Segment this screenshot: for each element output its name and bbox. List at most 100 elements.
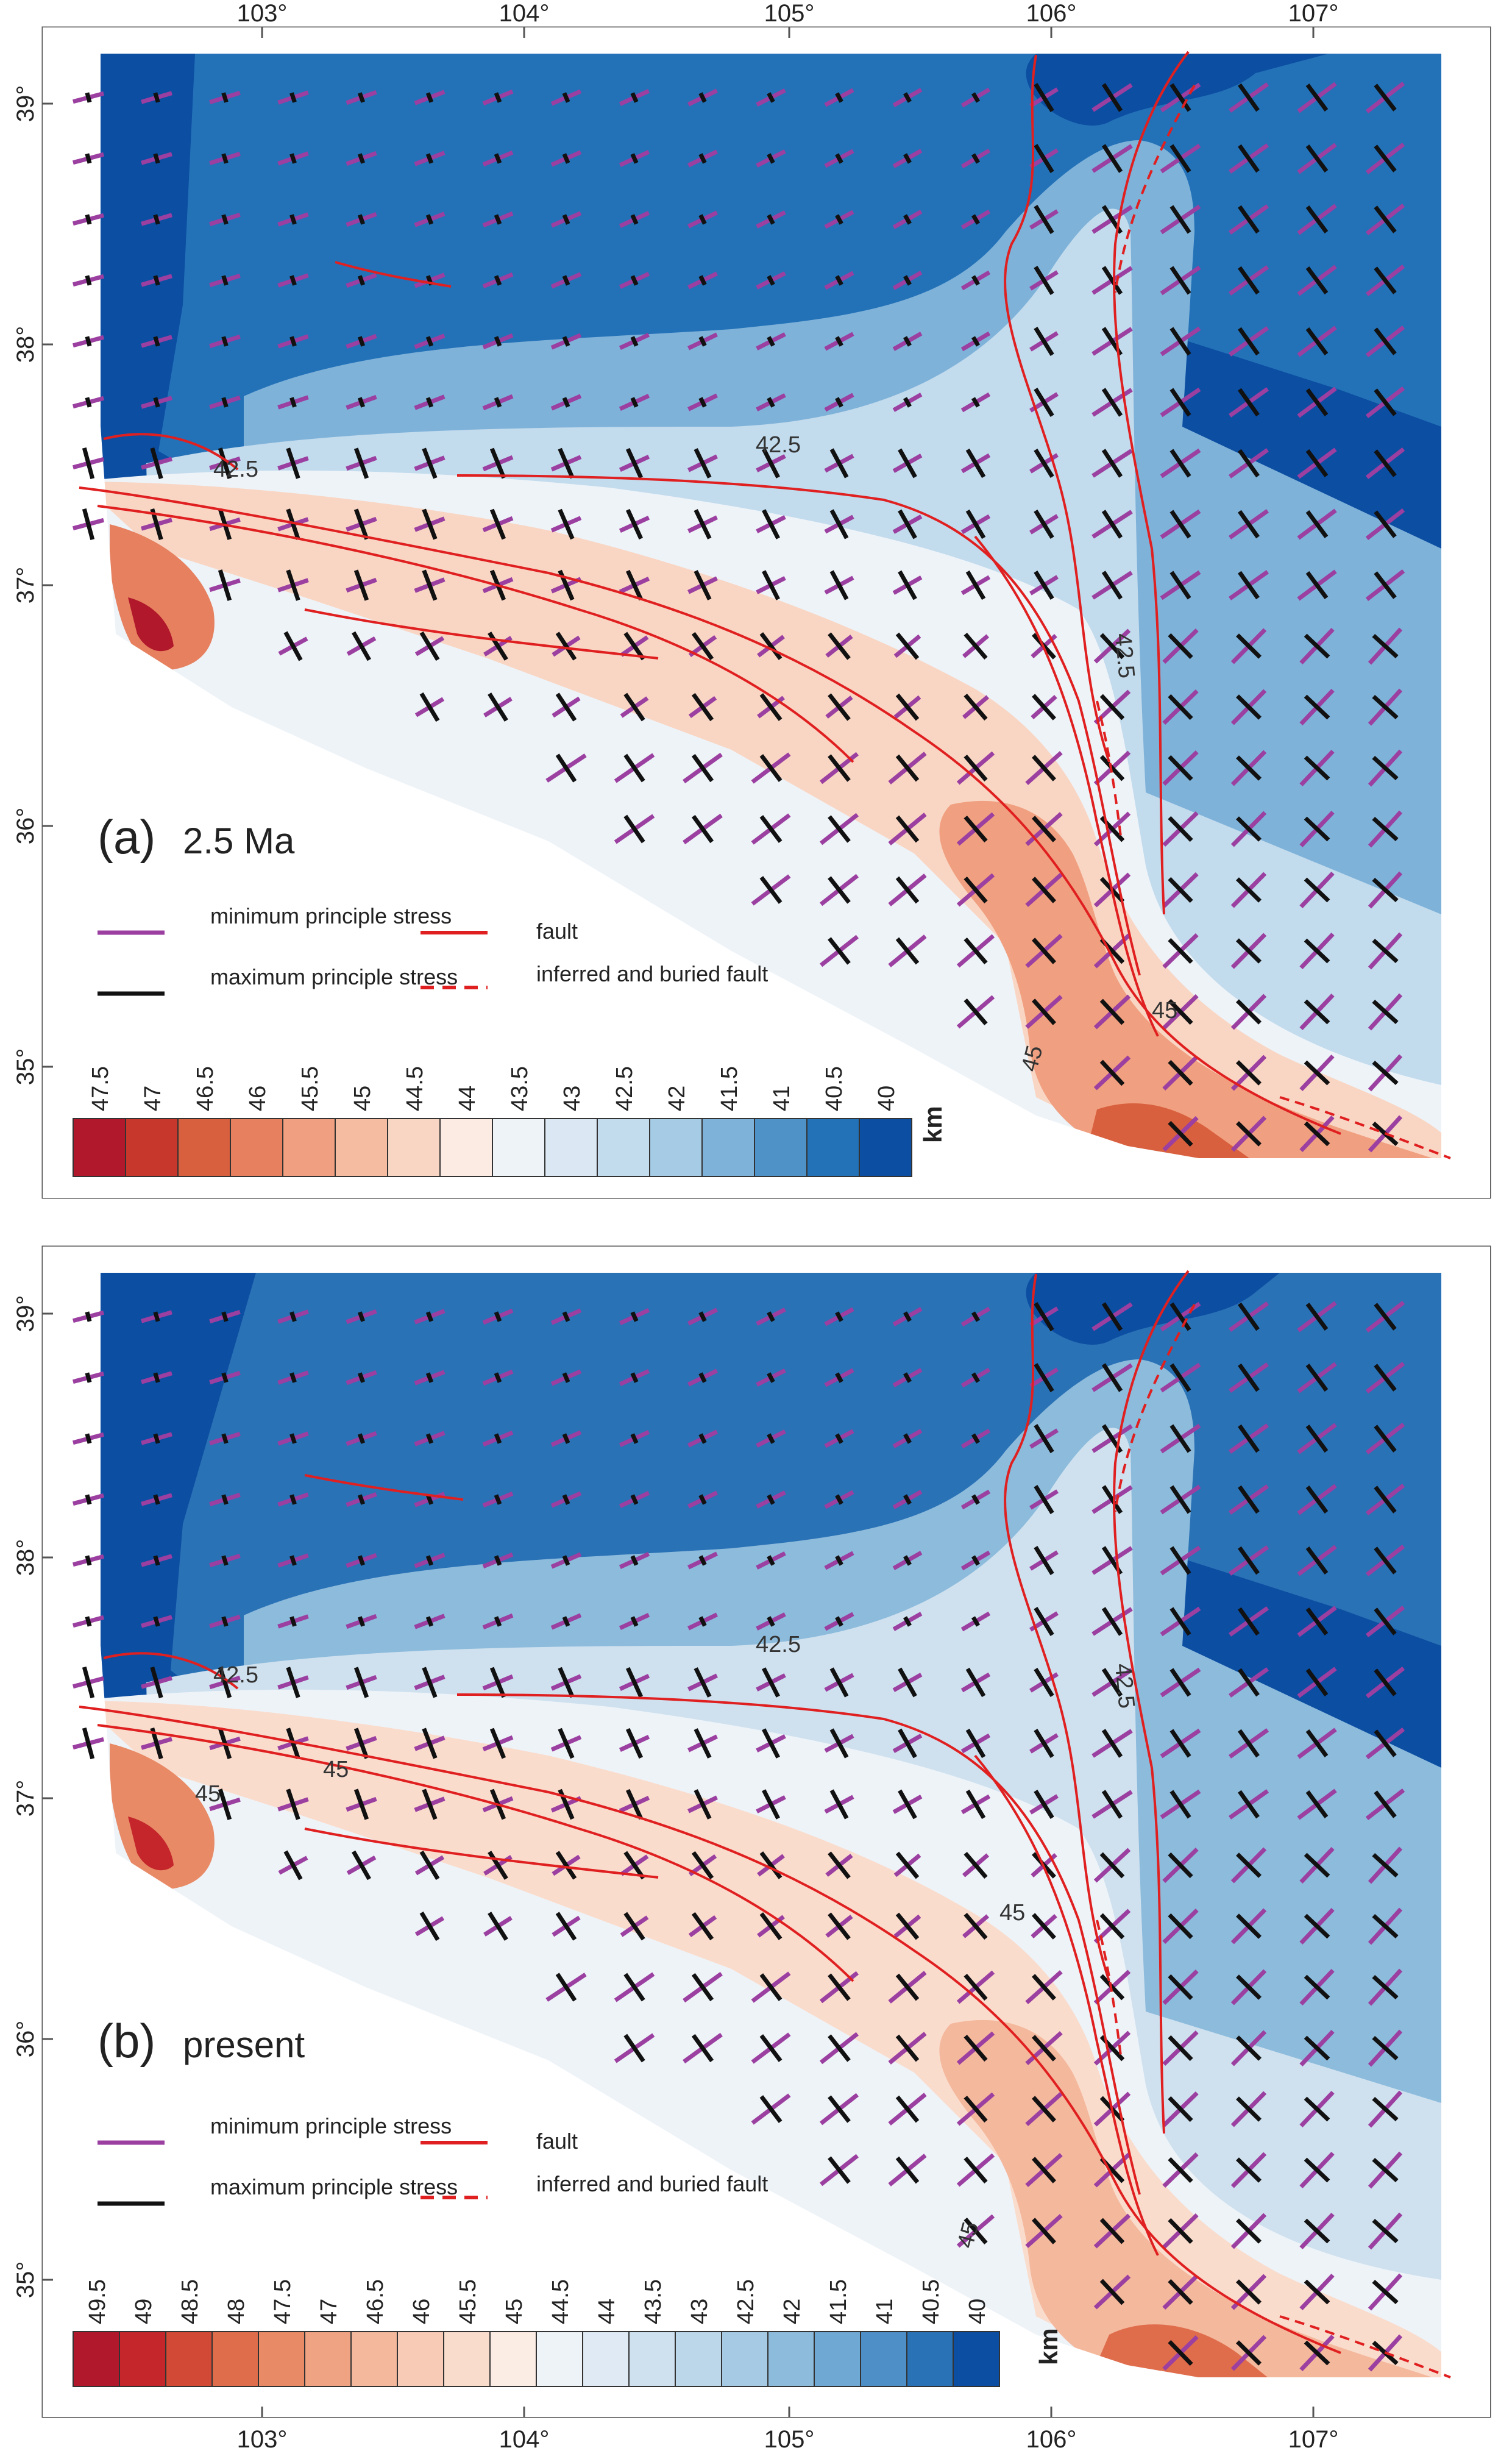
max-stress-bar bbox=[828, 815, 851, 843]
max-stress-bar bbox=[694, 1728, 712, 1759]
max-stress-bar bbox=[965, 1728, 986, 1759]
max-stress-bar bbox=[759, 693, 783, 721]
contour-label: 42.5 bbox=[1110, 1662, 1139, 1709]
max-stress-bar bbox=[82, 1727, 95, 1760]
max-stress-bar bbox=[965, 1789, 986, 1820]
max-stress-bar bbox=[425, 92, 434, 103]
max-stress-bar bbox=[1034, 1668, 1054, 1697]
contour-label: 42.5 bbox=[213, 457, 258, 482]
panel-a-label: (a) bbox=[98, 810, 155, 864]
max-stress-bar bbox=[1101, 510, 1123, 539]
max-stress-bar bbox=[971, 153, 981, 164]
colorbar-cell bbox=[582, 2331, 630, 2387]
max-stress-bar bbox=[1372, 2096, 1399, 2122]
max-stress-bar bbox=[221, 1494, 229, 1505]
max-stress-bar bbox=[964, 998, 988, 1026]
max-stress-bar bbox=[153, 275, 160, 286]
colorbar-tick-label: 40.5 bbox=[918, 2279, 944, 2324]
fault-line bbox=[97, 505, 854, 763]
max-stress-bar bbox=[1034, 327, 1054, 356]
max-stress-bar bbox=[829, 1728, 849, 1759]
max-stress-bar bbox=[1372, 999, 1399, 1025]
contour-fill-46 bbox=[939, 800, 1432, 1158]
max-stress-bar bbox=[357, 1433, 366, 1444]
max-stress-bar bbox=[1305, 1364, 1329, 1392]
max-stress-bar bbox=[150, 1667, 163, 1698]
max-stress-bar bbox=[85, 275, 92, 286]
max-stress-bar bbox=[1372, 694, 1399, 720]
fault-line bbox=[103, 433, 239, 471]
colorbar-tick-label: 41 bbox=[872, 2299, 898, 2324]
max-stress-bar bbox=[762, 448, 780, 479]
max-stress-bar bbox=[357, 1372, 366, 1383]
max-stress-bar bbox=[895, 1973, 920, 2001]
max-stress-bar bbox=[1101, 1485, 1123, 1514]
max-stress-bar bbox=[630, 153, 639, 164]
max-stress-bar bbox=[85, 1616, 92, 1627]
max-stress-bar bbox=[971, 1372, 981, 1383]
max-stress-bar bbox=[353, 1667, 369, 1698]
max-stress-bar bbox=[1236, 999, 1262, 1025]
colorbar-cell bbox=[544, 1118, 598, 1177]
max-stress-bar bbox=[895, 2156, 920, 2184]
contour-fill-47 bbox=[1085, 1103, 1249, 1158]
max-stress-bar bbox=[1372, 2157, 1399, 2183]
lon-label: 105° bbox=[764, 2426, 815, 2453]
max-stress-bar bbox=[85, 1372, 92, 1383]
max-stress-bar bbox=[1372, 877, 1399, 903]
colorbar-tick-label: 45.5 bbox=[455, 2279, 481, 2324]
max-stress-bar bbox=[694, 1789, 712, 1820]
max-stress-bar bbox=[1034, 1546, 1054, 1575]
max-stress-bar bbox=[1372, 1060, 1399, 1086]
max-stress-bar bbox=[1032, 877, 1056, 903]
max-stress-bar bbox=[691, 2034, 714, 2063]
max-stress-bar bbox=[1304, 1974, 1330, 2000]
max-stress-bar bbox=[422, 1728, 438, 1759]
max-stress-bar bbox=[1034, 1363, 1054, 1392]
max-stress-bar bbox=[895, 632, 920, 660]
max-stress-bar bbox=[1238, 327, 1260, 356]
colorbar-cell bbox=[282, 1118, 336, 1177]
max-stress-bar bbox=[1305, 1790, 1329, 1818]
max-stress-bar bbox=[828, 754, 851, 782]
max-stress-bar bbox=[489, 1728, 506, 1759]
max-stress-bar bbox=[221, 92, 229, 103]
max-stress-bar bbox=[1372, 2035, 1399, 2061]
max-stress-bar bbox=[153, 1616, 160, 1627]
max-stress-bar bbox=[1236, 1060, 1262, 1086]
max-stress-bar bbox=[1305, 510, 1329, 538]
max-stress-bar bbox=[1169, 1790, 1191, 1819]
colorbar-tick-label: 45.5 bbox=[297, 1066, 323, 1111]
max-stress-bar bbox=[1372, 1852, 1399, 1878]
max-stress-bar bbox=[1238, 1668, 1260, 1697]
colorbar-cell bbox=[859, 1118, 912, 1177]
max-stress-bar bbox=[1305, 1668, 1329, 1696]
max-stress-bar bbox=[1101, 388, 1123, 417]
max-stress-bar bbox=[425, 1433, 434, 1444]
max-stress-bar bbox=[1304, 2157, 1330, 2183]
max-stress-bar bbox=[964, 876, 988, 904]
max-stress-bar bbox=[623, 2034, 645, 2063]
max-stress-bar bbox=[1034, 388, 1054, 417]
max-stress-bar bbox=[425, 1311, 434, 1322]
max-stress-bar bbox=[1236, 1852, 1262, 1878]
colorbar-a: 47.5 47 46.5 46 45.5 45 44.5 44 43.5 43 42.5 42 41.5… bbox=[73, 1066, 912, 1177]
max-stress-bar bbox=[1169, 388, 1191, 417]
lon-label: 104° bbox=[499, 0, 550, 27]
max-stress-bar bbox=[1305, 266, 1329, 294]
fault-dashed bbox=[1096, 700, 1123, 842]
max-stress-bar bbox=[1169, 1485, 1191, 1514]
colorbar-tick-label: 41.5 bbox=[826, 2279, 851, 2324]
max-stress-bar bbox=[357, 336, 366, 347]
max-stress-bar bbox=[221, 214, 229, 225]
max-stress-bar bbox=[1374, 1729, 1397, 1757]
max-stress-bar bbox=[1238, 1790, 1260, 1819]
lat-label: 35° bbox=[12, 2261, 39, 2299]
max-stress-bar bbox=[1101, 571, 1123, 600]
max-stress-bar bbox=[82, 1666, 95, 1699]
max-stress-bar bbox=[422, 508, 438, 540]
max-stress-bar bbox=[357, 1616, 366, 1627]
max-stress-bar bbox=[1099, 1852, 1125, 1879]
colorbar-tick-label: 45 bbox=[350, 1086, 375, 1111]
max-stress-bar bbox=[691, 753, 714, 783]
